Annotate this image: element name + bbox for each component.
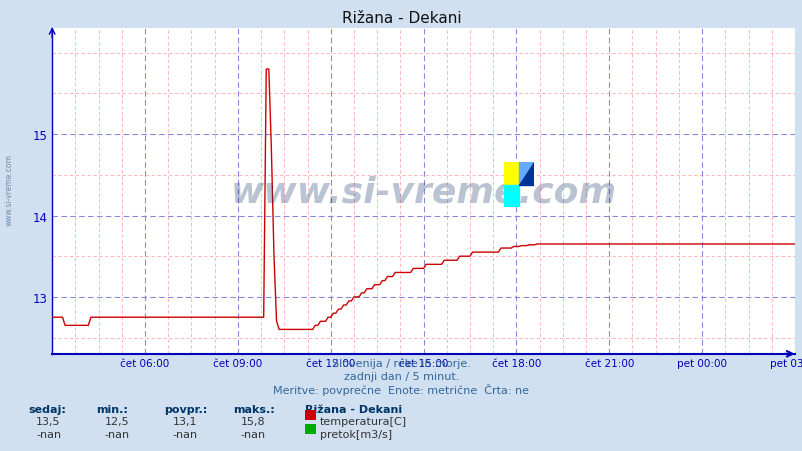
Text: povpr.:: povpr.: [164, 404, 208, 414]
Text: -nan: -nan [104, 429, 129, 439]
Text: Rižana - Dekani: Rižana - Dekani [305, 404, 402, 414]
Text: -nan: -nan [172, 429, 197, 439]
Text: zadnji dan / 5 minut.: zadnji dan / 5 minut. [343, 371, 459, 381]
Text: www.si-vreme.com: www.si-vreme.com [230, 175, 616, 209]
Text: Slovenija / reke in morje.: Slovenija / reke in morje. [332, 359, 470, 368]
Bar [503, 185, 518, 208]
Text: 12,5: 12,5 [104, 416, 129, 426]
Bar [503, 163, 518, 185]
Text: 13,5: 13,5 [36, 416, 61, 426]
Text: min.:: min.: [96, 404, 128, 414]
Text: pretok[m3/s]: pretok[m3/s] [319, 429, 391, 439]
Polygon shape [518, 163, 533, 185]
Text: temperatura[C]: temperatura[C] [319, 416, 406, 426]
Text: sedaj:: sedaj: [28, 404, 66, 414]
Text: maks.:: maks.: [233, 404, 274, 414]
Text: Rižana - Dekani: Rižana - Dekani [342, 11, 460, 26]
Polygon shape [518, 163, 533, 185]
Text: www.si-vreme.com: www.si-vreme.com [5, 153, 14, 226]
Text: Meritve: povprečne  Enote: metrične  Črta: ne: Meritve: povprečne Enote: metrične Črta:… [273, 383, 529, 395]
Text: -nan: -nan [36, 429, 61, 439]
Text: 15,8: 15,8 [241, 416, 265, 426]
Text: -nan: -nan [241, 429, 265, 439]
Text: 13,1: 13,1 [172, 416, 197, 426]
